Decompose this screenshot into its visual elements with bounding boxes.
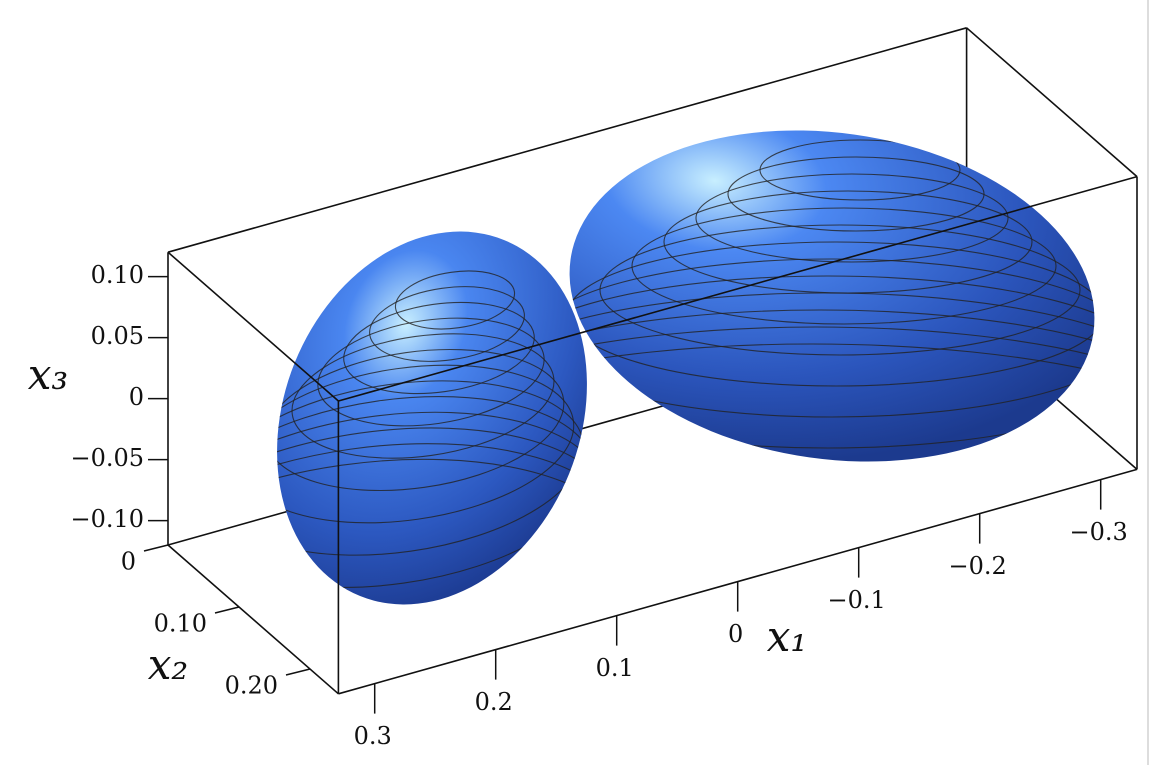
box-edge	[966, 27, 1138, 178]
surface-right	[547, 130, 1117, 495]
y-tick	[285, 668, 311, 676]
contour	[547, 275, 1117, 449]
box-edge	[338, 175, 1138, 402]
contour	[547, 258, 1117, 418]
box-edge	[167, 251, 339, 402]
z-tick-label: −0.05	[70, 444, 144, 472]
contour	[599, 224, 1081, 356]
x-axis-label: x₁	[767, 612, 808, 661]
contour	[547, 326, 1117, 495]
box-edge	[167, 27, 967, 253]
contour	[317, 317, 545, 427]
y-axis-label: x₂	[148, 640, 189, 689]
box-front	[143, 175, 1138, 714]
x-tick-label: 0	[728, 620, 743, 648]
y-tick-label: 0	[121, 548, 136, 576]
contour	[695, 173, 1009, 263]
contour	[291, 333, 555, 459]
contour	[547, 343, 1117, 495]
y-tick	[214, 606, 240, 614]
contour	[547, 309, 1117, 495]
x-tick-label: 0.2	[475, 688, 513, 716]
y-tick-label: 0.10	[154, 610, 207, 638]
x-tick-label: 0.3	[354, 722, 392, 750]
z-tick-label: 0.10	[91, 261, 144, 289]
y-tick	[143, 544, 169, 552]
contour	[631, 207, 1057, 325]
contour	[343, 301, 535, 395]
z-tick-label: −0.10	[70, 505, 144, 533]
x-tick-label: −0.1	[828, 586, 886, 614]
y-tick-label: 0.20	[225, 672, 278, 700]
z-tick-label: 0.05	[91, 322, 144, 350]
z-axis-label: x₃	[28, 350, 69, 399]
x-tick-label: 0.1	[596, 654, 634, 682]
contour	[394, 270, 516, 330]
x-tick-label: −0.3	[1070, 518, 1128, 546]
z-tick-label: 0	[129, 383, 144, 411]
x-tick-label: −0.2	[949, 552, 1007, 580]
